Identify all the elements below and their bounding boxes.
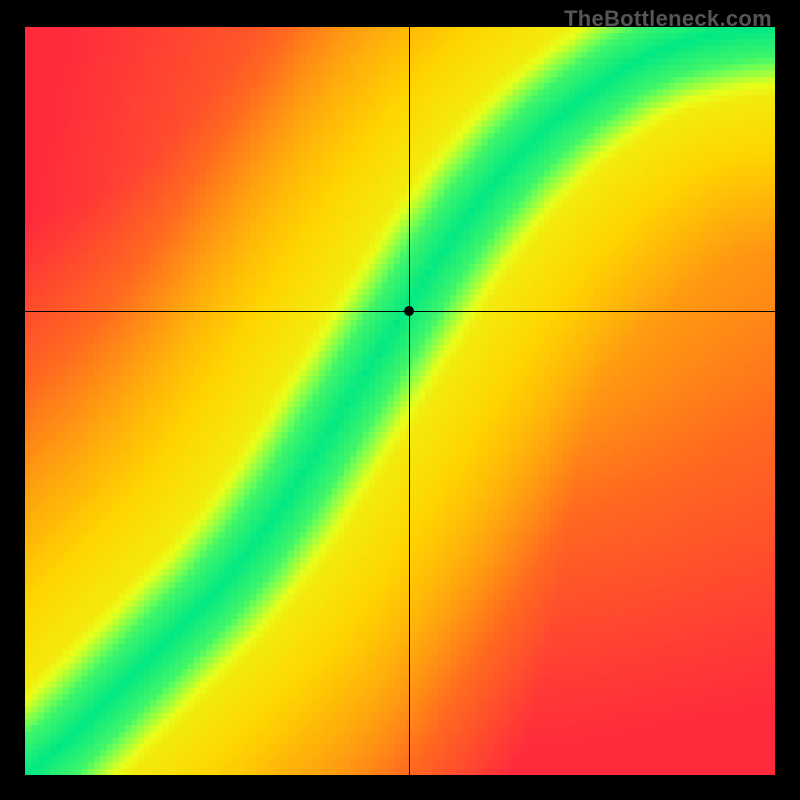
heatmap-plot — [25, 27, 775, 775]
crosshair-horizontal — [25, 311, 775, 312]
marker-dot — [404, 306, 414, 316]
crosshair-vertical — [409, 27, 410, 775]
heatmap-canvas — [25, 27, 775, 775]
watermark-text: TheBottleneck.com — [564, 6, 772, 32]
